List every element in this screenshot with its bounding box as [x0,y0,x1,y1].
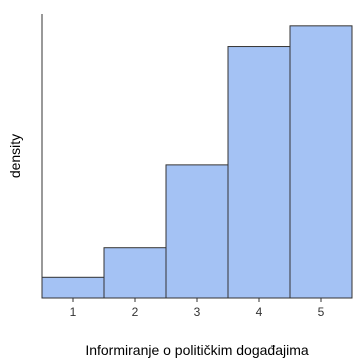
x-ticks-group: 1 2 3 4 5 [70,298,325,319]
y-axis-label: density [7,134,23,178]
histogram-bar-2 [103,247,167,299]
x-axis-label: Informiranje o političkim događajima [85,342,309,358]
x-tick-label-2: 2 [132,305,139,319]
histogram-bar-5 [289,25,353,299]
histogram-bar-1 [41,276,105,299]
histogram-bar-3 [165,164,229,299]
x-tick-label-4: 4 [256,305,263,319]
x-tick-label-1: 1 [70,305,77,319]
histogram-bar-4 [227,46,291,299]
x-tick-label-5: 5 [318,305,325,319]
bars-group [41,25,353,299]
x-tick-label-3: 3 [194,305,201,319]
